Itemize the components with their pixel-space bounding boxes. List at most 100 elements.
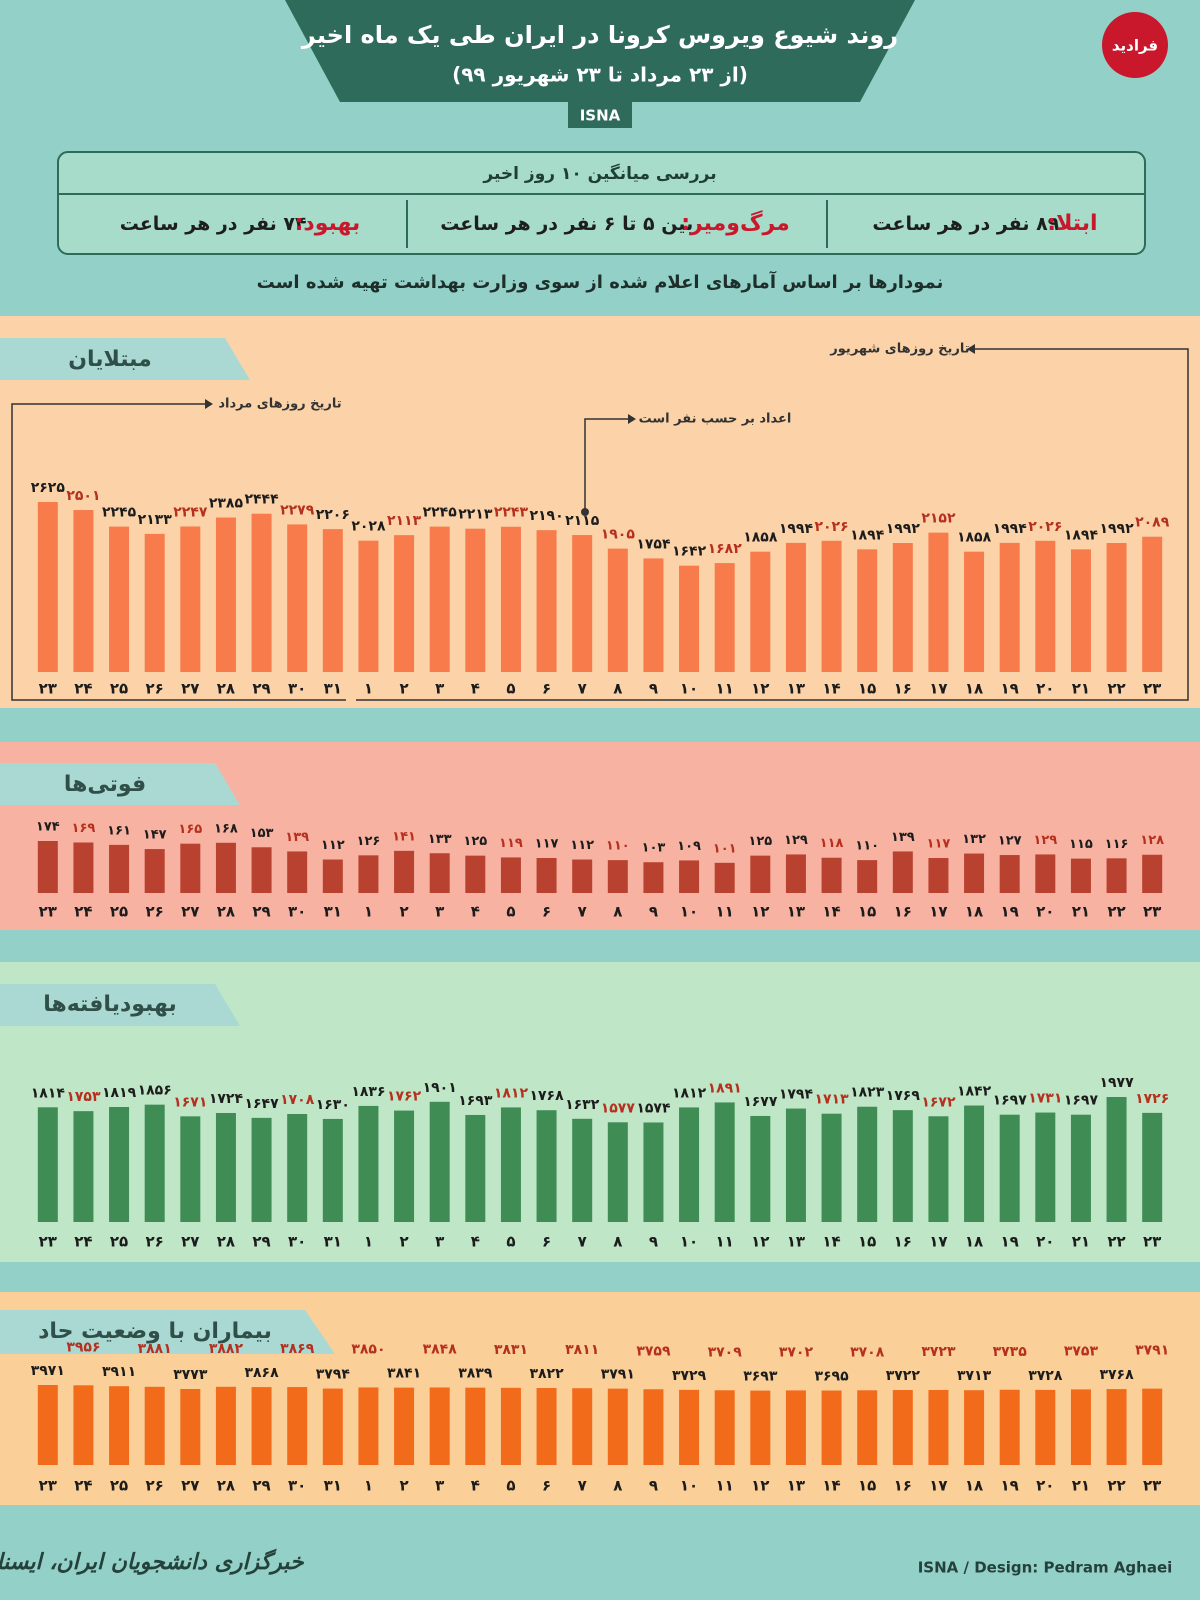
- bar: [857, 549, 878, 672]
- title: روند شیوع ویروس کرونا در ایران طی یک ماه…: [301, 21, 898, 49]
- value-label: ۲۲۰۶: [316, 507, 350, 523]
- summary-item: مرگ‌ومیر:بین ۵ تا ۶ نفر در هر ساعت: [440, 210, 790, 236]
- value-label: ۱۶۹: [72, 821, 96, 836]
- value-label: ۱۳۳: [428, 832, 452, 847]
- value-label: ۱۸۳۶: [351, 1084, 385, 1100]
- x-tick-label: ۱۱: [716, 903, 734, 921]
- value-label: ۳۷۵۳: [1064, 1343, 1099, 1359]
- x-tick-label: ۲۸: [217, 680, 235, 698]
- value-label: ۱۸۵۶: [138, 1083, 172, 1099]
- section-tab: [0, 1310, 335, 1354]
- x-tick-label: ۱۲: [751, 903, 769, 921]
- x-tick-label: ۲۱: [1072, 1233, 1090, 1251]
- value-label: ۱۲۸: [1140, 833, 1164, 848]
- value-label: ۱۶۷۲: [921, 1094, 956, 1110]
- x-tick-label: ۲۷: [181, 680, 199, 698]
- value-label: ۳۹۵۶: [66, 1339, 100, 1355]
- bar: [750, 855, 771, 893]
- title-banner: [285, 0, 915, 102]
- x-tick-label: ۱۲: [751, 680, 769, 698]
- bar: [144, 849, 165, 893]
- x-tick-label: ۲۴: [74, 903, 92, 921]
- value-label: ۱۶۹۷: [993, 1093, 1028, 1109]
- x-tick-label: ۱۲: [751, 1477, 769, 1495]
- x-tick-label: ۲۳: [1143, 1477, 1161, 1495]
- bar: [1035, 854, 1056, 893]
- bar: [892, 851, 913, 893]
- bar: [144, 1386, 165, 1465]
- bar: [358, 855, 379, 893]
- value-label: ۲۳۸۵: [209, 496, 244, 512]
- bar: [73, 1385, 94, 1465]
- bar: [1070, 1389, 1091, 1465]
- annotation-lines: [11, 348, 1189, 701]
- bar: [607, 860, 628, 893]
- bar: [750, 551, 771, 672]
- bar: [714, 1390, 735, 1465]
- value-label: ۱۱۲: [321, 838, 345, 853]
- x-tick-label: ۲۴: [74, 680, 92, 698]
- value-label: ۱۳۹: [285, 830, 309, 845]
- value-label: ۱۶۹۳: [458, 1093, 493, 1109]
- summary-label: مرگ‌ومیر:: [681, 210, 790, 236]
- bar: [465, 1114, 486, 1222]
- bar: [465, 528, 486, 672]
- bar: [999, 1114, 1020, 1222]
- bar: [109, 526, 130, 672]
- arrow-head: [205, 399, 213, 409]
- value-label: ۳۷۹۱: [1135, 1343, 1169, 1359]
- x-tick-label: ۲۱: [1072, 680, 1090, 698]
- bar: [394, 535, 415, 672]
- x-tick-label: ۲۰: [1036, 903, 1054, 921]
- x-tick-label: ۲۲: [1107, 1233, 1125, 1251]
- badge-bg: [568, 102, 632, 128]
- bar: [215, 1112, 236, 1222]
- value-label: ۳۷۰۸: [850, 1344, 885, 1360]
- x-tick-label: ۲۹: [252, 680, 270, 698]
- bar: [1106, 1389, 1127, 1465]
- value-label: ۱۱۸: [820, 836, 844, 851]
- x-tick-label: ۵: [506, 1233, 515, 1251]
- x-tick-label: ۱۹: [1001, 903, 1019, 921]
- x-tick-label: ۲۲: [1107, 903, 1125, 921]
- subtitle: (از ۲۳ مرداد تا ۲۳ شهریور ۹۹): [452, 63, 748, 87]
- bar: [821, 1113, 842, 1222]
- bar: [1142, 536, 1163, 672]
- x-tick-label: ۶: [542, 1233, 551, 1251]
- bar: [429, 853, 450, 893]
- x-tick-label: ۲۹: [252, 903, 270, 921]
- summary-text: بین ۵ تا ۶ نفر در هر ساعت: [440, 213, 693, 235]
- x-tick-label: ۱۴: [822, 680, 840, 698]
- bar: [1070, 1114, 1091, 1222]
- footer-agency: خبرگزاری دانشجویان ایران، ایسنا: [0, 1548, 305, 1575]
- bar: [500, 1107, 521, 1222]
- value-label: ۱۷۱۳: [814, 1092, 849, 1108]
- x-tick-label: ۳۰: [288, 903, 306, 921]
- x-tick-label: ۱۵: [858, 903, 876, 921]
- x-tick-label: ۱۴: [822, 1233, 840, 1251]
- x-tick-label: ۲۵: [110, 903, 128, 921]
- x-tick-label: ۹: [649, 903, 658, 921]
- x-tick-label: ۲۵: [110, 1477, 128, 1495]
- x-tick-label: ۱۸: [965, 680, 983, 698]
- x-tick-label: ۱۱: [716, 680, 734, 698]
- x-tick-label: ۹: [649, 1233, 658, 1251]
- bar: [572, 859, 593, 893]
- x-tick-label: ۷: [578, 680, 587, 698]
- value-label: ۱۹۰۱: [423, 1080, 457, 1096]
- bar: [999, 542, 1020, 672]
- value-label: ۳۷۱۳: [957, 1368, 992, 1384]
- value-label: ۲۲۱۳: [458, 507, 493, 523]
- x-tick-label: ۱۷: [929, 1233, 947, 1251]
- x-tick-label: ۱۵: [858, 1233, 876, 1251]
- value-label: ۱۶۸۲: [708, 541, 743, 557]
- x-tick-label: ۳: [435, 1233, 444, 1251]
- value-label: ۱۸۱۴: [31, 1085, 66, 1101]
- value-label: ۱۷۶۹: [886, 1088, 921, 1104]
- bar: [964, 1105, 985, 1222]
- value-label: ۱۶۵: [178, 822, 202, 837]
- x-tick-label: ۱: [364, 903, 373, 921]
- value-label: ۲۲۷۹: [280, 502, 315, 518]
- x-tick-label: ۲: [399, 903, 408, 921]
